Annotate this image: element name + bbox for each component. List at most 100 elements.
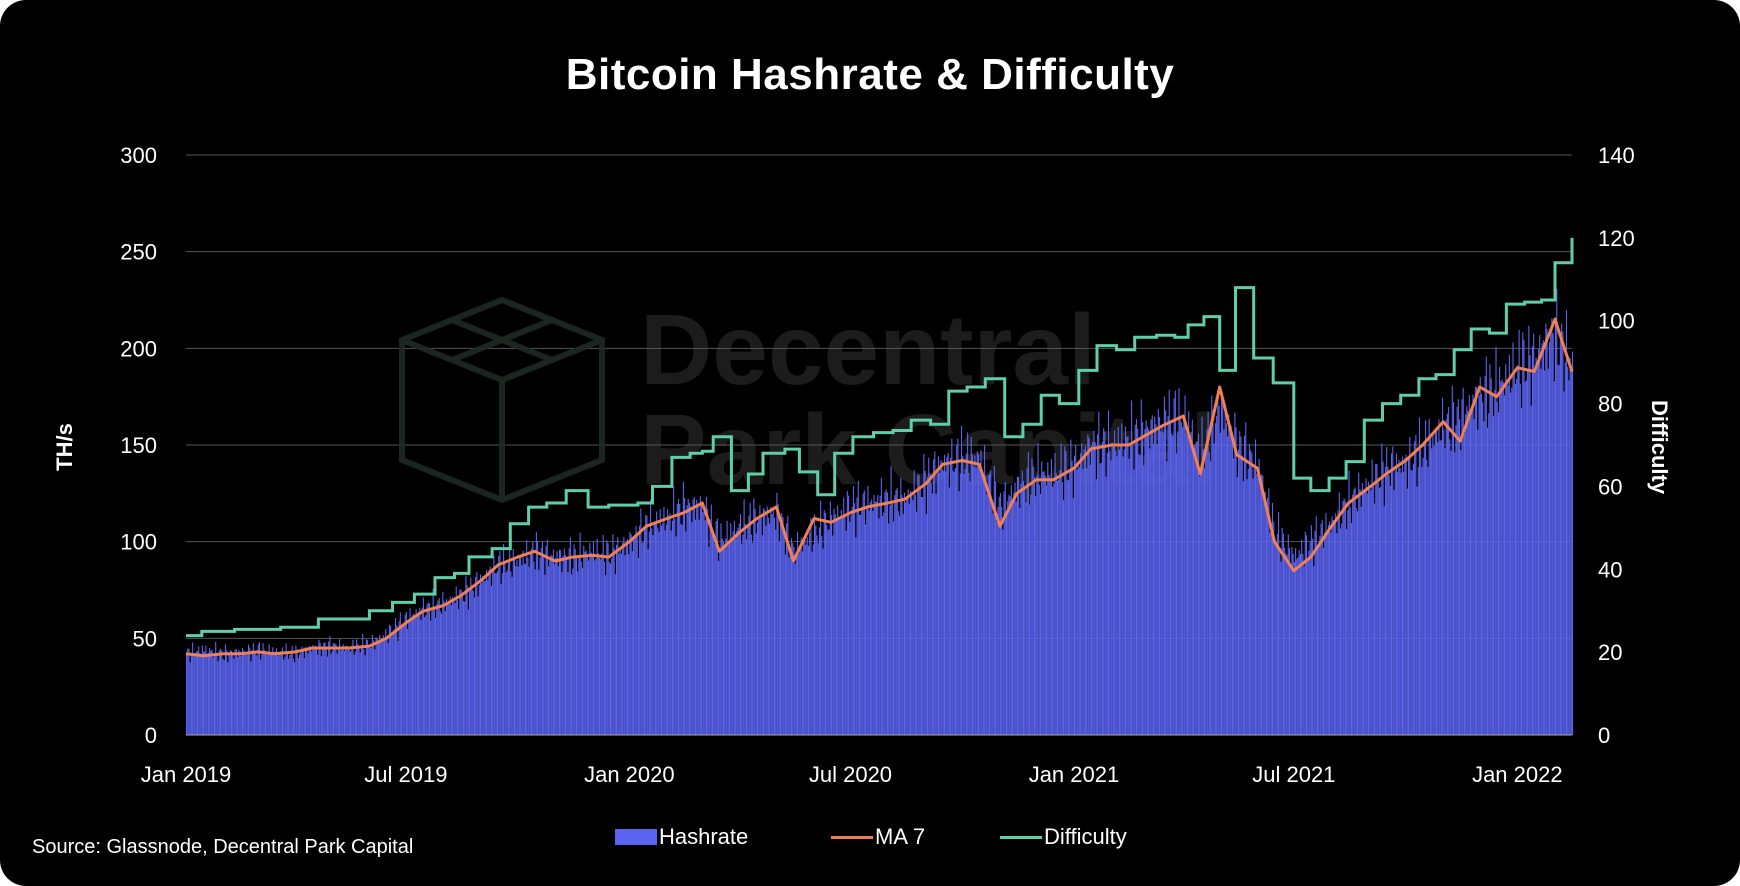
hashrate-bar [365,639,367,735]
hashrate-bar [804,535,806,735]
hashrate-bar [720,523,722,735]
hashrate-bar [703,512,705,735]
hashrate-bar [726,520,728,735]
hashrate-bar [773,517,776,735]
hashrate-bar [840,509,842,735]
hashrate-bar [303,658,305,735]
hashrate-bar [1211,395,1213,735]
hashrate-bar [528,566,530,735]
hashrate-bar [784,554,786,735]
hashrate-bar [782,517,784,735]
hashrate-bar [186,653,188,735]
hashrate-bar [888,523,890,735]
hashrate-bar [1015,501,1017,735]
hashrate-bar [1185,432,1187,735]
hashrate-bar [1392,446,1394,735]
hashrate-bar [1429,437,1431,735]
hashrate-bar [1212,409,1214,735]
hashrate-bar [1303,565,1305,735]
hashrate-bar [305,647,307,735]
hashrate-bar [1455,425,1457,735]
hashrate-bar [228,652,230,735]
hashrate-bar [1089,464,1091,735]
hashrate-bar [579,532,581,735]
hashrate-bar [1354,487,1356,735]
hashrate-bar [1516,379,1518,735]
hashrate-bar [687,498,689,735]
hashrate-bar [1059,470,1061,735]
hashrate-bar [1133,469,1135,735]
hashrate-bar [1468,395,1470,735]
hashrate-bar [831,515,833,735]
hashrate-bar [1035,496,1037,735]
hashrate-bar [1251,452,1253,735]
hashrate-bar [929,473,931,735]
hashrate-bar [676,504,678,735]
hashrate-bar [759,505,761,735]
hashrate-bar [613,548,615,735]
hashrate-bar [1171,434,1173,735]
hashrate-bar [942,471,944,735]
hashrate-bar [1372,485,1374,735]
hashrate-bar [1491,393,1493,735]
hashrate-bar [244,652,246,735]
hashrate-bar [628,554,630,735]
hashrate-bar [529,552,531,735]
hashrate-bar [1409,437,1411,735]
hashrate-bar [566,559,568,735]
hashrate-bar [557,566,559,735]
hashrate-bar [359,652,361,735]
hashrate-bar [1553,381,1555,735]
hashrate-bar [690,506,692,735]
hashrate-bar [1269,532,1271,735]
hashrate-bar [1020,483,1022,735]
hashrate-bar [1484,375,1486,735]
hashrate-bar [806,537,808,735]
hashrate-bar [1482,402,1484,735]
hashrate-bar [742,534,744,735]
hashrate-bar [357,644,359,735]
hashrate-bar [315,649,318,735]
hashrate-bar [1309,542,1311,735]
hashrate-bar [376,639,378,735]
hashrate-bar [241,647,243,735]
hashrate-bar [1496,401,1498,735]
hashrate-bar [580,561,582,735]
hashrate-bar [1547,368,1549,735]
hashrate-bar [312,645,314,735]
hashrate-bar [1151,415,1153,735]
hashrate-bar [652,535,654,735]
y2-tick-label: 100 [1598,309,1635,334]
hashrate-bar [633,539,635,735]
hashrate-bar [313,648,315,735]
y2-tick-label: 120 [1598,226,1635,251]
hashrate-bar [800,537,802,735]
hashrate-bar [1568,380,1570,735]
hashrate-bar [1267,497,1269,735]
hashrate-bar [1321,520,1323,735]
y2-tick-label: 0 [1598,723,1610,748]
hashrate-bar [803,538,805,735]
hashrate-bar [234,649,236,735]
hashrate-bar [600,559,602,735]
hashrate-bar [1310,525,1312,735]
hashrate-bar [1343,498,1345,735]
hashrate-bar [1415,434,1417,735]
hashrate-bar [1194,444,1196,735]
hashrate-bar [1360,506,1362,735]
hashrate-bar [1148,428,1150,735]
hashrate-bar [1124,426,1127,735]
hashrate-bar [1064,446,1066,735]
hashrate-bar [1010,485,1012,735]
hashrate-bar [275,648,277,735]
hashrate-bar [273,654,275,735]
hashrate-bar [967,432,969,735]
hashrate-bar [402,626,404,735]
hashrate-bar [1257,469,1259,735]
hashrate-bar [752,542,754,735]
hashrate-bar [595,558,597,735]
hashrate-bar [393,629,395,735]
hashrate-bar [1529,355,1531,735]
hashrate-bar [673,486,675,735]
hashrate-bar [1117,427,1119,735]
